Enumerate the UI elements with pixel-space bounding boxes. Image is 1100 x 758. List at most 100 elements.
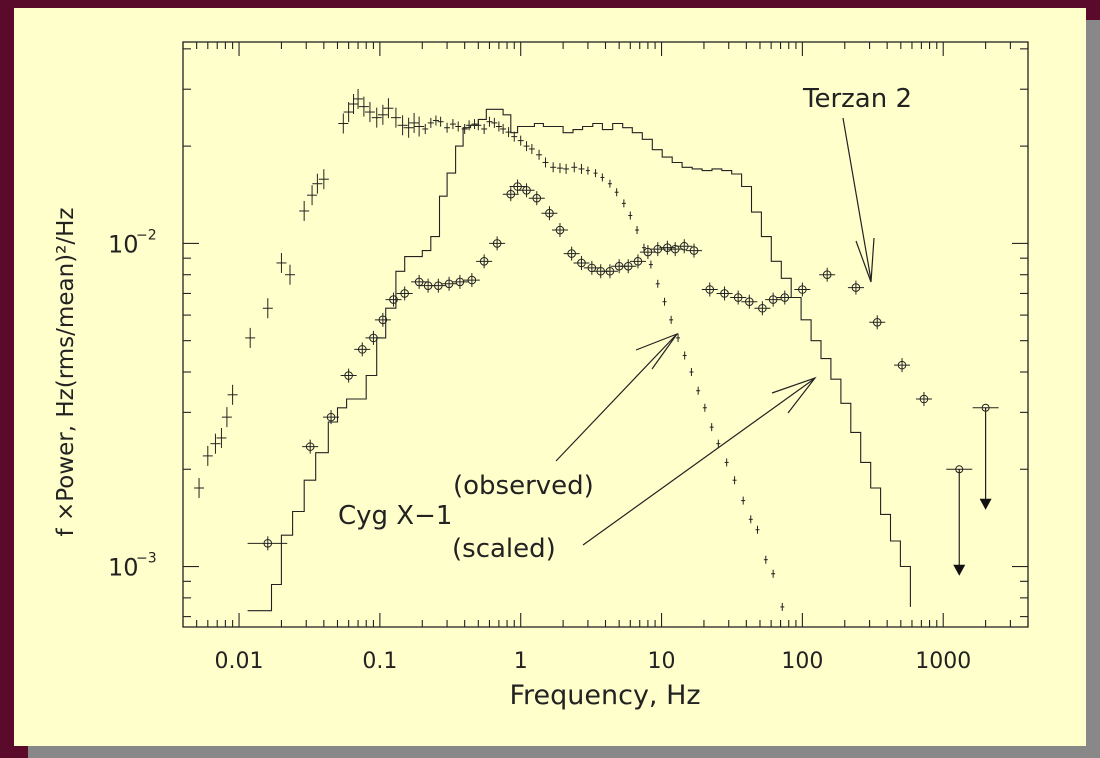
terzan-point [794,282,811,297]
terzan-point-marker [513,182,522,191]
terzan-point-marker [720,289,729,298]
observed-point [702,403,707,412]
observed-point [571,162,578,173]
terzan-point [629,254,646,269]
observed-point [696,386,701,395]
terzan-point-marker [643,247,653,257]
terzan-point [765,292,782,307]
terzan-point-marker [577,258,586,268]
observed-point [353,88,364,109]
terzan-point-marker [689,246,699,255]
observed-point [763,555,768,564]
observed-point [444,122,451,133]
observed-point [307,185,318,206]
observed-point [491,117,498,128]
observed-point [245,327,256,348]
terzan-point-marker [851,283,861,292]
terzan-point-marker [532,193,542,203]
terzan-point [620,259,637,274]
y-tick-label: 10 [108,554,139,582]
cyg-label: Cyg X−1 [338,501,452,531]
terzan-point [396,286,413,301]
x-tick-label: 10 [648,649,676,674]
terzan-point-marker [919,394,929,404]
terzan-point [685,243,702,258]
terzan-point-marker [670,244,680,254]
terzan-point [489,236,506,251]
terzan-point [754,301,771,316]
terzan-point [340,368,357,383]
terzan-point-marker [780,293,790,302]
scaled-histogram-series [247,108,911,612]
y-tick-label-exponent: −2 [136,227,157,243]
terzan-point-marker [745,297,754,307]
observed-point [505,127,512,138]
observed-point [771,569,776,578]
terzan-point-marker [434,281,443,290]
observed-label: (observed) [453,471,594,501]
observed-point [495,121,502,132]
terzan-point [476,254,493,269]
x-tick-labels: 0.01 0.1 1 10 100 1000 [215,649,972,674]
observed-point [669,315,674,324]
observed-point [741,496,746,505]
observed-point [528,143,535,154]
observed-point [262,298,273,319]
observed-point [358,96,369,117]
upper-limit-arrowhead [979,498,992,510]
terzan-point-marker [587,263,597,273]
terzan-point-marker [872,317,882,327]
terzan-point [716,286,733,301]
observed-point [600,173,605,182]
observed-point [585,166,590,175]
observed-point [427,117,434,128]
observed-point [724,458,729,467]
terzan-point [563,246,580,261]
observed-point [284,264,295,285]
terzan-point-marker [567,249,576,258]
observed-point [635,226,640,235]
terzan-point-marker [344,371,353,380]
observed-point [414,116,425,137]
observed-point [614,188,619,197]
observed-point [397,115,408,136]
observed-point [655,279,660,288]
terzan-point [323,410,340,425]
observed-point [523,141,530,152]
terzan-point-marker [545,208,554,218]
scaled-arrow-head [771,376,817,414]
terzan-point-marker [378,315,388,325]
observed-point [449,119,456,130]
terzan-point [247,536,288,551]
terzan-point [374,312,391,327]
terzan-label: Terzan 2 [802,84,912,114]
x-tick-label: 0.01 [215,649,264,674]
y-axis-label: f ×Power, Hz(rms/mean)²/Hz [53,208,79,537]
terzan-point [411,274,428,289]
observed-point [676,333,681,342]
observed-point [437,116,444,127]
observed-point [276,252,287,273]
terzan-point-marker [389,295,398,304]
terzan-point [451,274,468,289]
terzan-point-marker [467,275,477,285]
observed-point [689,367,694,376]
terzan-point [701,282,718,297]
observed-point [648,260,653,269]
observed-point [227,384,238,405]
terzan-point-marker [263,539,273,548]
terzan-point-marker [733,293,743,302]
terzan-arrow [842,117,872,281]
observed-point [338,113,349,134]
terzan-point [573,255,590,270]
observed-point [563,163,570,174]
observed-point [475,120,482,131]
upper-limit-point [946,465,973,576]
observed-point [221,407,232,428]
observed-point [471,119,478,130]
terzan-point-marker [705,285,715,294]
observed-point [377,104,388,125]
observed-point [578,163,585,174]
observed-point [682,351,687,360]
observed-point [550,162,557,173]
